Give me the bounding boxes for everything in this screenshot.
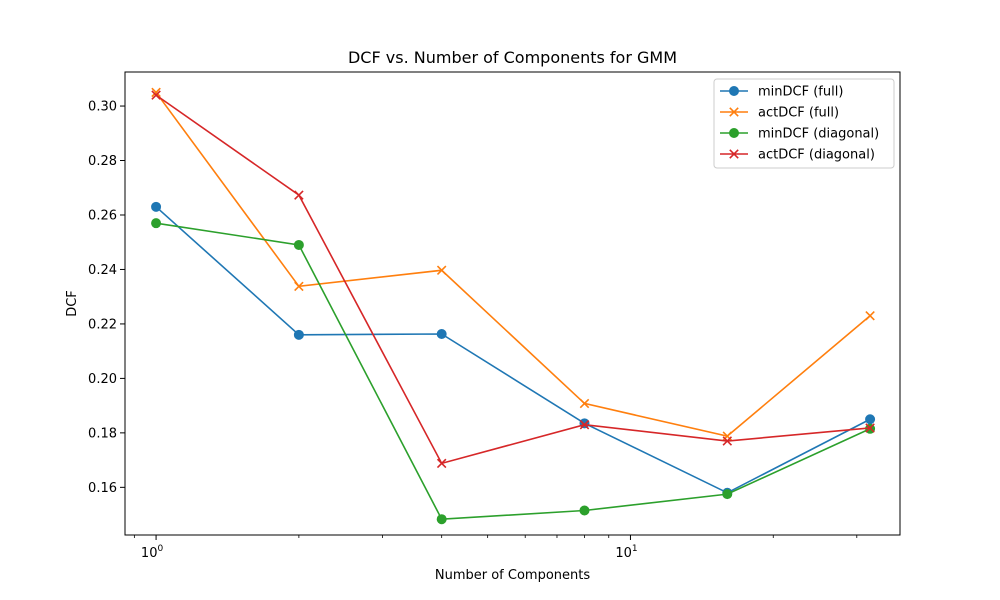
y-tick-label: 0.28 bbox=[88, 154, 117, 169]
series-line bbox=[155, 91, 871, 438]
data-point bbox=[293, 329, 304, 340]
data-point bbox=[293, 239, 304, 250]
data-point bbox=[436, 329, 447, 340]
series-2 bbox=[151, 218, 876, 525]
legend-label: actDCF (full) bbox=[758, 106, 839, 121]
series-layer bbox=[151, 87, 876, 525]
data-point bbox=[579, 398, 590, 409]
legend-item: minDCF (full) bbox=[720, 85, 843, 100]
x-tick-label: 100 bbox=[141, 544, 164, 561]
y-tick-label: 0.26 bbox=[88, 208, 117, 223]
y-tick-label: 0.22 bbox=[88, 317, 117, 332]
legend-label: minDCF (diagonal) bbox=[758, 127, 879, 142]
legend-marker bbox=[729, 86, 739, 96]
data-point bbox=[579, 505, 590, 516]
legend: minDCF (full) actDCF (full) minDCF (diagon… bbox=[713, 78, 895, 169]
data-point bbox=[151, 87, 161, 98]
legend-marker bbox=[729, 107, 739, 117]
data-point bbox=[151, 201, 162, 212]
series-line bbox=[155, 222, 871, 521]
data-point bbox=[722, 436, 733, 446]
legend-box bbox=[713, 78, 895, 169]
y-tick-label: 0.18 bbox=[88, 426, 117, 441]
data-point bbox=[436, 458, 447, 469]
data-point bbox=[579, 418, 590, 429]
data-point bbox=[151, 90, 161, 100]
data-point bbox=[865, 310, 875, 321]
data-point bbox=[722, 489, 733, 500]
legend-item: minDCF (diagonal) bbox=[720, 127, 879, 142]
chart-title: DCF vs. Number of Components for GMM bbox=[348, 48, 677, 67]
data-point bbox=[436, 265, 447, 276]
legend-item: actDCF (full) bbox=[720, 106, 839, 121]
y-axis: 0.16 0.18 0.20 0.22 0.24 0.26 0.28 0.30 bbox=[88, 100, 125, 496]
data-point bbox=[865, 423, 875, 433]
y-tick-label: 0.20 bbox=[88, 372, 117, 387]
y-tick-label: 0.16 bbox=[88, 481, 117, 496]
data-point bbox=[579, 419, 590, 430]
legend-label: actDCF (diagonal) bbox=[758, 148, 875, 163]
plot-frame bbox=[124, 71, 901, 536]
legend-label: minDCF (full) bbox=[758, 85, 843, 100]
series-line bbox=[155, 94, 871, 465]
y-tick-label: 0.24 bbox=[88, 263, 117, 278]
legend-marker bbox=[729, 128, 739, 138]
x-axis-label: Number of Components bbox=[435, 568, 590, 583]
data-point bbox=[436, 514, 447, 525]
data-point bbox=[865, 414, 876, 425]
legend-item: actDCF (diagonal) bbox=[720, 148, 875, 163]
data-point bbox=[294, 190, 304, 200]
series-1 bbox=[151, 87, 875, 441]
data-point bbox=[294, 281, 304, 292]
x-tick-label: 101 bbox=[615, 544, 637, 561]
y-axis-label: DCF bbox=[65, 290, 80, 317]
x-axis: 100 101 bbox=[133, 535, 858, 561]
data-point bbox=[151, 218, 162, 229]
y-tick-label: 0.30 bbox=[88, 100, 117, 115]
legend-marker bbox=[729, 149, 739, 159]
series-line bbox=[155, 206, 871, 494]
series-3 bbox=[151, 90, 875, 469]
